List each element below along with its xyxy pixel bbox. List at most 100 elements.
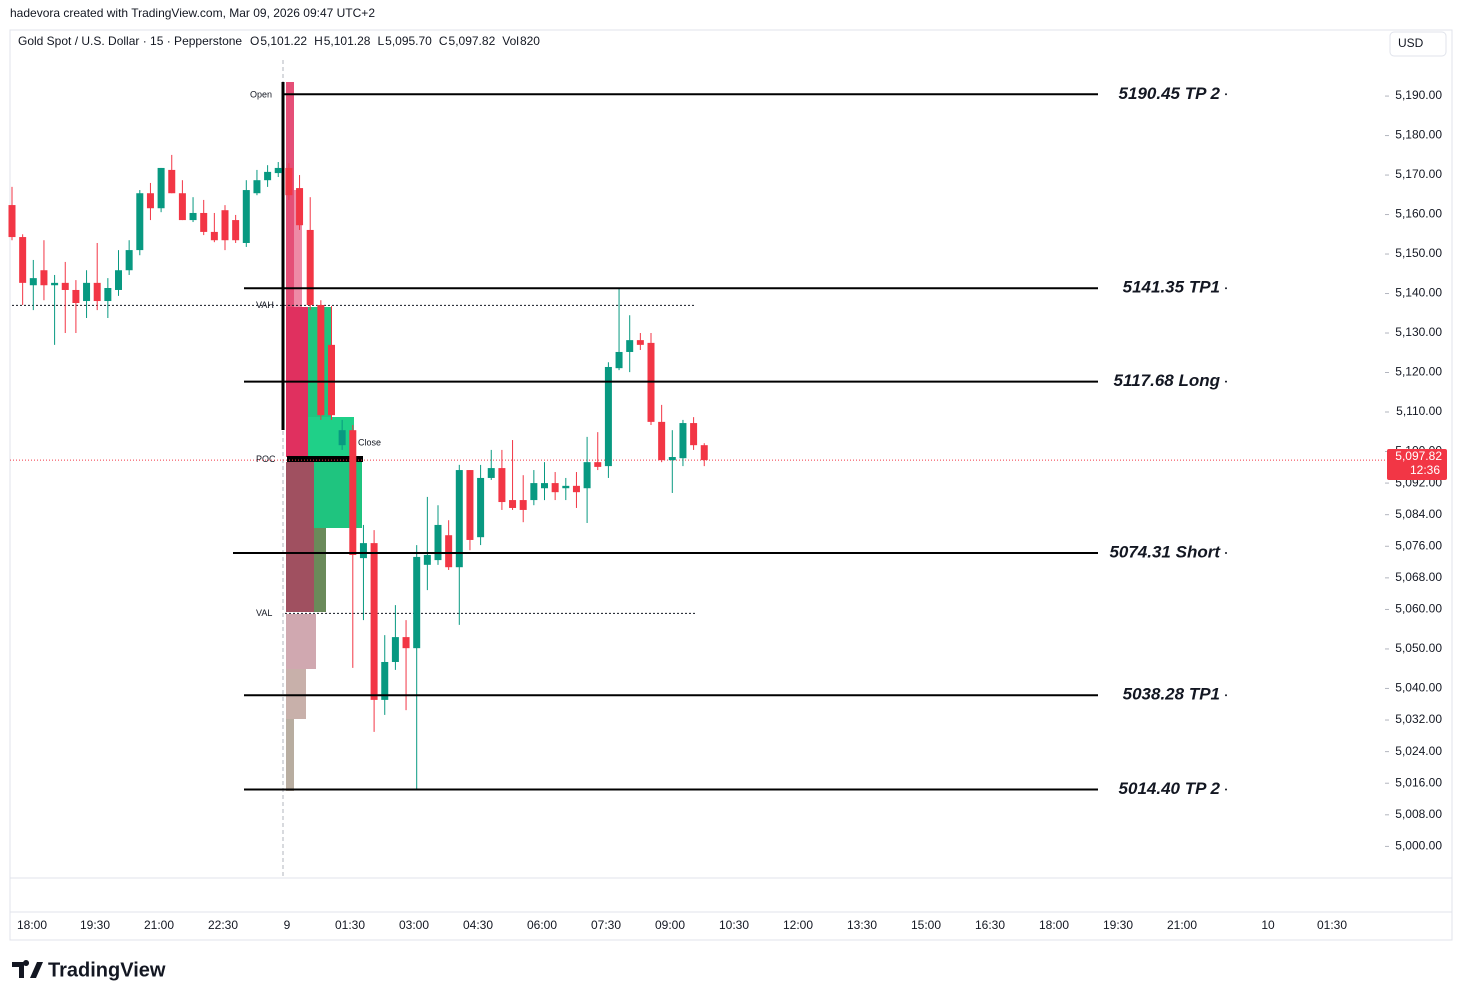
profile-level-label: VAH bbox=[256, 300, 274, 310]
poc-bar bbox=[287, 456, 363, 462]
y-tick-label: 5,076.00 bbox=[1395, 538, 1442, 552]
candle-body bbox=[51, 282, 59, 286]
legend: O 5,101.22 H 5,101.28 L 5,095.70 C 5,097.82 Vol 8… bbox=[250, 34, 540, 48]
x-tick-label: 22:30 bbox=[208, 918, 238, 932]
level-dot bbox=[1225, 93, 1227, 96]
candle-body bbox=[317, 304, 325, 416]
candle-body bbox=[221, 210, 229, 241]
currency[interactable]: USD bbox=[1398, 36, 1424, 50]
level-label: 5141.35 TP1 bbox=[1123, 278, 1220, 297]
candle-body bbox=[359, 543, 367, 559]
candle-body bbox=[519, 500, 527, 510]
brand: TradingView bbox=[48, 959, 166, 981]
candle-body bbox=[125, 250, 133, 271]
level-label: 5190.45 TP 2 bbox=[1119, 84, 1221, 103]
candle-body bbox=[445, 535, 453, 568]
candle-body bbox=[572, 485, 580, 493]
candle-body bbox=[274, 167, 282, 174]
candle-body bbox=[136, 193, 144, 251]
attribution: hadevora created with TradingView.com, M… bbox=[10, 6, 375, 20]
level-dot bbox=[1225, 380, 1227, 383]
candle-body bbox=[509, 500, 517, 508]
candle-body bbox=[541, 483, 548, 489]
candle-body bbox=[413, 556, 421, 649]
profile-block bbox=[314, 528, 326, 612]
candle-body bbox=[253, 180, 261, 194]
candle-body bbox=[115, 270, 122, 290]
y-tick-label: 5,160.00 bbox=[1395, 207, 1442, 221]
candle-body bbox=[72, 289, 80, 304]
x-tick-label: 15:00 bbox=[911, 918, 941, 932]
y-tick-label: 5,190.00 bbox=[1395, 88, 1442, 102]
legend-value: 820 bbox=[520, 34, 540, 48]
candle-body bbox=[285, 167, 293, 196]
y-tick-label: 5,032.00 bbox=[1395, 712, 1442, 726]
candle-body bbox=[487, 468, 495, 478]
candle-body bbox=[168, 169, 176, 194]
close-label: Close bbox=[358, 437, 381, 447]
profile-level-label: VAL bbox=[256, 608, 272, 618]
candle-body bbox=[434, 524, 442, 561]
y-tick-label: 5,140.00 bbox=[1395, 286, 1442, 300]
x-tick-label: 10 bbox=[1261, 918, 1275, 932]
x-tick-label: 18:00 bbox=[17, 918, 47, 932]
candle-body bbox=[93, 282, 101, 302]
candle-body bbox=[189, 212, 197, 221]
candle-body bbox=[530, 483, 538, 501]
candle-body bbox=[8, 205, 16, 238]
candle-body bbox=[370, 543, 378, 700]
currency-button[interactable] bbox=[1389, 31, 1447, 57]
candle-body bbox=[178, 193, 186, 221]
x-tick-label: 19:30 bbox=[1103, 918, 1133, 932]
profile-block bbox=[308, 417, 354, 457]
legend-key: O bbox=[250, 34, 259, 48]
candle-body bbox=[146, 193, 154, 209]
candle-body bbox=[690, 423, 698, 446]
y-tick-label: 5,050.00 bbox=[1395, 641, 1442, 655]
last-price: 5,097.82 bbox=[1395, 449, 1442, 463]
candle-body bbox=[338, 430, 346, 446]
candle-body bbox=[455, 470, 463, 568]
y-tick-label: 5,008.00 bbox=[1395, 807, 1442, 821]
x-tick-label: 21:00 bbox=[1167, 918, 1197, 932]
level-dot bbox=[1225, 694, 1227, 697]
y-tick-label: 5,120.00 bbox=[1395, 365, 1442, 379]
y-tick-label: 5,170.00 bbox=[1395, 167, 1442, 181]
legend-key: Vol bbox=[502, 34, 519, 48]
candle-body bbox=[381, 661, 389, 700]
frame bbox=[9, 29, 1453, 941]
logo-mark bbox=[12, 960, 43, 978]
y-tick-label: 5,000.00 bbox=[1395, 839, 1442, 853]
level-label: 5014.40 TP 2 bbox=[1119, 779, 1221, 798]
x-tick-label: 09:00 bbox=[655, 918, 685, 932]
candle-body bbox=[551, 483, 559, 493]
x-tick-label: 03:00 bbox=[399, 918, 429, 932]
legend-value: 5,101.28 bbox=[324, 34, 371, 48]
profile-block bbox=[294, 190, 302, 307]
level-label: 5074.31 Short bbox=[1109, 542, 1221, 561]
x-tick-label: 19:30 bbox=[80, 918, 110, 932]
open-label: Open bbox=[250, 89, 272, 99]
candle-body bbox=[296, 188, 304, 226]
chart-title: Gold Spot / U.S. Dollar · 15 · Peppersto… bbox=[18, 34, 242, 48]
candle-body bbox=[40, 270, 48, 286]
candle-body bbox=[349, 430, 357, 555]
profile-block bbox=[286, 669, 306, 719]
candle-body bbox=[391, 637, 399, 662]
y-tick-label: 5,130.00 bbox=[1395, 325, 1442, 339]
legend-value: 5,097.82 bbox=[449, 34, 496, 48]
level-dot bbox=[1225, 287, 1227, 290]
x-tick-label: 21:00 bbox=[144, 918, 174, 932]
level-label: 5117.68 Long bbox=[1114, 371, 1221, 390]
candle-body bbox=[604, 366, 612, 467]
profile-level-label: POC bbox=[256, 454, 276, 464]
legend-value: 5,101.22 bbox=[260, 34, 307, 48]
x-tick-label: 13:30 bbox=[847, 918, 877, 932]
candle-body bbox=[83, 282, 91, 302]
x-tick-label: 16:30 bbox=[975, 918, 1005, 932]
candle-body bbox=[583, 462, 591, 489]
candle-body bbox=[466, 470, 474, 540]
x-tick-label: 04:30 bbox=[463, 918, 493, 932]
candle-body bbox=[626, 340, 634, 352]
